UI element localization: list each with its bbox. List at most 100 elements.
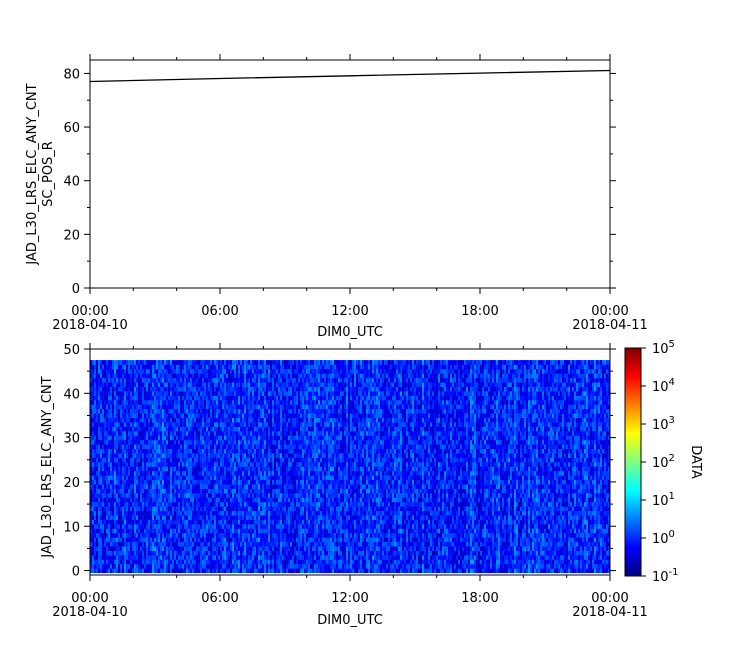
heatmap-cell — [398, 537, 401, 543]
heatmap-cell — [226, 532, 229, 538]
heatmap-cell — [370, 524, 373, 529]
heatmap-cell — [516, 510, 519, 516]
heatmap-cell — [594, 515, 597, 520]
heatmap-cell — [396, 555, 399, 560]
heatmap-cell — [384, 519, 387, 525]
heatmap-cell — [124, 510, 127, 516]
heatmap-cell — [342, 563, 345, 569]
heatmap-cell — [296, 488, 299, 494]
heatmap-cell — [268, 559, 271, 565]
heatmap-cell — [518, 506, 521, 512]
heatmap-cell — [162, 488, 165, 494]
heatmap-cell — [274, 510, 277, 516]
heatmap-cell — [516, 501, 519, 507]
heatmap-cell — [464, 555, 467, 560]
heatmap-cell — [180, 563, 183, 569]
heatmap-cell — [260, 546, 263, 551]
heatmap-cell — [210, 546, 213, 551]
heatmap-cell — [264, 506, 267, 512]
heatmap-cell — [522, 568, 525, 574]
heatmap-cell — [502, 519, 505, 525]
heatmap-cell — [424, 546, 427, 551]
heatmap-cell — [110, 510, 113, 516]
heatmap-cell — [436, 541, 439, 547]
heatmap-cell — [298, 528, 301, 534]
heatmap-cell — [140, 528, 143, 534]
heatmap-cell — [196, 497, 199, 503]
heatmap-cell — [494, 546, 497, 551]
heatmap-cell — [344, 497, 347, 503]
heatmap-cell — [396, 528, 399, 534]
heatmap-cell — [192, 532, 195, 538]
heatmap-cell — [216, 532, 219, 538]
heatmap-cell — [112, 559, 115, 565]
heatmap-cell — [190, 510, 193, 516]
heatmap-cell — [252, 546, 255, 551]
heatmap-cell — [476, 537, 479, 543]
heatmap-cell — [340, 550, 343, 556]
heatmap-cell — [266, 568, 269, 574]
heatmap-cell — [388, 497, 391, 503]
heatmap-cell — [414, 541, 417, 547]
heatmap-cell — [226, 528, 229, 534]
heatmap-cell — [486, 550, 489, 556]
heatmap-cell — [138, 493, 141, 498]
heatmap-cell — [416, 497, 419, 503]
heatmap-cell — [96, 537, 99, 543]
heatmap-cell — [422, 488, 425, 494]
heatmap-cell — [394, 568, 397, 574]
heatmap-cell — [180, 488, 183, 494]
heatmap-cell — [564, 493, 567, 498]
heatmap-cell — [436, 515, 439, 520]
heatmap-cell — [532, 532, 535, 538]
heatmap-cell — [530, 563, 533, 569]
heatmap-cell — [268, 541, 271, 547]
heatmap-cell — [380, 488, 383, 494]
heatmap-cell — [582, 546, 585, 551]
heatmap-cell — [604, 532, 607, 538]
heatmap-cell — [234, 563, 237, 569]
heatmap-cell — [294, 532, 297, 538]
heatmap-cell — [370, 546, 373, 551]
heatmap-cell — [120, 550, 123, 556]
heatmap-cell — [280, 528, 283, 534]
heatmap-cell — [466, 568, 469, 574]
heatmap-cell — [136, 537, 139, 543]
heatmap-cell — [196, 501, 199, 507]
heatmap-cell — [378, 497, 381, 503]
heatmap-cell — [312, 532, 315, 538]
heatmap-cell — [488, 541, 491, 547]
heatmap-cell — [164, 515, 167, 520]
heatmap-cell — [172, 541, 175, 547]
heatmap-cell — [318, 541, 321, 547]
heatmap-cell — [568, 546, 571, 551]
heatmap-cell — [398, 550, 401, 556]
heatmap-cell — [372, 555, 375, 560]
heatmap-cell — [454, 532, 457, 538]
heatmap-cell — [176, 510, 179, 516]
heatmap-cell — [316, 537, 319, 543]
heatmap-cell — [502, 546, 505, 551]
heatmap-cell — [210, 524, 213, 529]
heatmap-cell — [328, 537, 331, 543]
heatmap-cell — [292, 493, 295, 498]
heatmap-cell — [176, 550, 179, 556]
heatmap-cell — [586, 541, 589, 547]
heatmap-cell — [468, 568, 471, 574]
heatmap-cell — [236, 541, 239, 547]
heatmap-cell — [480, 568, 483, 574]
heatmap-cell — [236, 510, 239, 516]
heatmap-cell — [522, 537, 525, 543]
heatmap-cell — [590, 515, 593, 520]
heatmap-cell — [242, 555, 245, 560]
heatmap-cell — [366, 550, 369, 556]
heatmap-cell — [564, 541, 567, 547]
heatmap-cell — [342, 541, 345, 547]
heatmap-cell — [270, 501, 273, 507]
heatmap-cell — [352, 515, 355, 520]
heatmap-cell — [162, 532, 165, 538]
heatmap-cell — [138, 568, 141, 574]
heatmap-cell — [346, 501, 349, 507]
heatmap-cell — [296, 524, 299, 529]
heatmap-cell — [348, 488, 351, 494]
